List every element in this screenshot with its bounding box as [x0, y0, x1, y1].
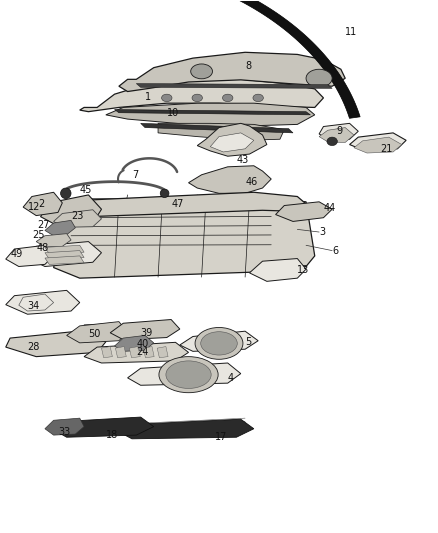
Polygon shape: [350, 133, 406, 150]
Ellipse shape: [195, 327, 243, 359]
Polygon shape: [158, 123, 284, 140]
Polygon shape: [157, 346, 168, 358]
Text: 12: 12: [28, 201, 41, 212]
Polygon shape: [45, 220, 75, 236]
Polygon shape: [45, 245, 84, 254]
Ellipse shape: [162, 94, 172, 102]
Text: 8: 8: [245, 61, 251, 71]
Polygon shape: [6, 245, 53, 266]
Polygon shape: [45, 256, 84, 264]
Ellipse shape: [159, 357, 218, 393]
Polygon shape: [180, 331, 258, 351]
Text: 5: 5: [245, 337, 251, 347]
Text: 6: 6: [332, 246, 338, 256]
Ellipse shape: [223, 94, 233, 102]
Text: 2: 2: [39, 199, 45, 209]
Text: 46: 46: [245, 176, 258, 187]
Polygon shape: [36, 233, 71, 247]
Polygon shape: [45, 251, 84, 259]
Polygon shape: [127, 363, 241, 385]
Polygon shape: [67, 192, 306, 216]
Polygon shape: [116, 346, 126, 358]
Text: 9: 9: [336, 126, 343, 136]
Text: 25: 25: [32, 230, 45, 240]
Polygon shape: [84, 342, 188, 363]
Polygon shape: [115, 335, 154, 351]
Text: 49: 49: [11, 249, 23, 260]
Text: 39: 39: [141, 328, 153, 338]
Polygon shape: [67, 321, 127, 343]
Polygon shape: [250, 259, 306, 281]
Polygon shape: [23, 192, 62, 216]
Polygon shape: [106, 103, 315, 126]
Polygon shape: [53, 417, 154, 437]
Polygon shape: [129, 346, 140, 358]
Polygon shape: [136, 84, 332, 88]
Polygon shape: [354, 137, 402, 153]
Text: 47: 47: [171, 199, 184, 209]
Polygon shape: [45, 418, 84, 435]
Polygon shape: [276, 202, 332, 221]
Text: 28: 28: [28, 342, 40, 352]
Text: 34: 34: [28, 301, 40, 311]
Polygon shape: [188, 166, 271, 193]
Text: 44: 44: [323, 203, 336, 213]
Polygon shape: [319, 127, 354, 142]
Polygon shape: [210, 133, 254, 152]
Text: 17: 17: [215, 432, 227, 442]
Polygon shape: [119, 52, 345, 92]
Polygon shape: [80, 78, 323, 112]
Text: 4: 4: [228, 373, 234, 383]
Text: 23: 23: [71, 211, 83, 221]
Polygon shape: [53, 198, 315, 278]
Text: 48: 48: [37, 243, 49, 253]
Polygon shape: [28, 241, 102, 266]
Polygon shape: [96, 0, 360, 118]
Polygon shape: [53, 210, 102, 227]
Polygon shape: [6, 330, 106, 357]
Text: 24: 24: [136, 348, 148, 358]
Text: 11: 11: [345, 27, 357, 37]
Text: 1: 1: [145, 92, 151, 102]
Polygon shape: [6, 290, 80, 314]
Polygon shape: [102, 346, 113, 358]
Polygon shape: [197, 123, 267, 156]
Text: 40: 40: [136, 340, 148, 350]
Polygon shape: [115, 110, 311, 115]
Text: 27: 27: [37, 220, 49, 230]
Polygon shape: [110, 319, 180, 340]
Ellipse shape: [253, 94, 263, 102]
Ellipse shape: [60, 188, 71, 199]
Polygon shape: [319, 123, 358, 139]
Text: 7: 7: [132, 170, 138, 180]
Text: 50: 50: [88, 329, 101, 339]
Ellipse shape: [201, 332, 237, 355]
Ellipse shape: [327, 137, 337, 146]
Ellipse shape: [160, 189, 169, 198]
Polygon shape: [41, 195, 102, 228]
Text: 45: 45: [80, 184, 92, 195]
Ellipse shape: [191, 64, 212, 79]
Text: 43: 43: [237, 156, 249, 165]
Polygon shape: [119, 419, 254, 439]
Polygon shape: [143, 346, 154, 358]
Ellipse shape: [306, 69, 332, 87]
Text: 21: 21: [380, 144, 392, 154]
Text: 33: 33: [58, 427, 70, 437]
Text: 18: 18: [106, 430, 118, 440]
Polygon shape: [141, 123, 293, 133]
Text: 3: 3: [319, 227, 325, 237]
Ellipse shape: [192, 94, 202, 102]
Ellipse shape: [166, 361, 211, 389]
Text: 13: 13: [297, 265, 310, 275]
Text: 10: 10: [167, 108, 179, 118]
